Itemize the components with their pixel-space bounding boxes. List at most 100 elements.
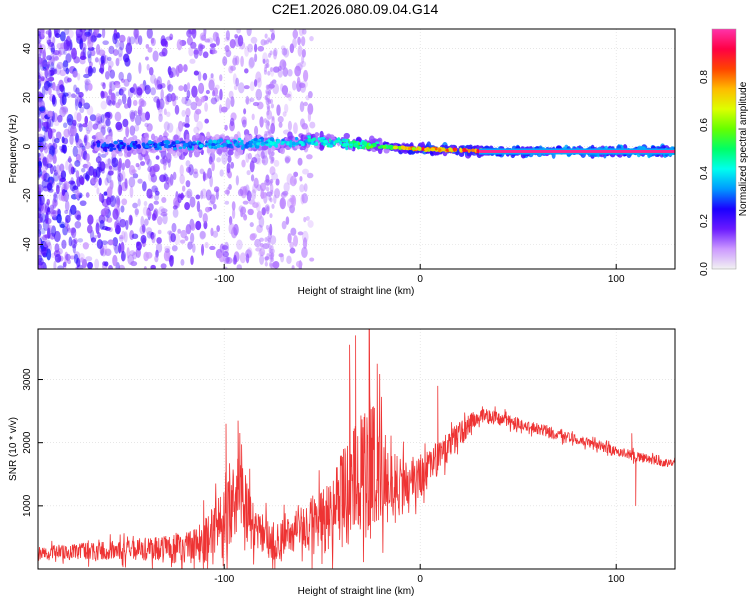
spectrogram-noise-cell xyxy=(257,45,265,52)
spectrogram-ridge-cell xyxy=(307,138,312,143)
spectrogram-noise-cell xyxy=(70,204,77,215)
spectrogram-noise-cell xyxy=(108,88,113,96)
spectrogram-noise-cell xyxy=(112,48,119,56)
spectrogram-noise-cell xyxy=(163,121,170,131)
spectrogram-ridge-cell xyxy=(208,142,211,147)
spectrogram-noise-cell xyxy=(56,83,61,96)
spectrogram-noise-cell xyxy=(105,118,111,127)
spectrogram-ridge-cell xyxy=(116,144,120,149)
snr-x-tick-label: 100 xyxy=(608,574,625,585)
spectrogram-ridge-cell xyxy=(319,139,324,143)
spectrogram-noise-cell xyxy=(118,236,124,242)
spectrogram-noise-cell xyxy=(170,92,176,102)
spectrogram-noise-cell xyxy=(61,94,67,106)
spectrogram-ridge-cell xyxy=(328,144,334,148)
spectrogram-noise-cell xyxy=(265,58,270,64)
spectrogram-noise-cell xyxy=(129,186,134,199)
spectrogram-noise-cell xyxy=(271,203,275,209)
spectrogram-noise-cell xyxy=(207,167,213,180)
spectrogram-noise-cell xyxy=(118,71,124,81)
spectrogram-noise-cell xyxy=(38,185,43,192)
spectrogram-noise-cell xyxy=(123,78,130,87)
spectrogram-noise-cell xyxy=(72,185,79,191)
spectrogram-noise-cell xyxy=(79,58,86,65)
spectrogram-noise-cell xyxy=(301,29,307,35)
spectrogram-noise-cell xyxy=(80,42,87,51)
spectrogram-noise-cell xyxy=(131,233,139,240)
spectrogram-noise-cell xyxy=(140,112,147,123)
spectrogram-noise-cell xyxy=(160,208,168,213)
spectrogram-noise-cell xyxy=(263,66,268,72)
spectrogram-noise-cell xyxy=(255,157,262,165)
spectrogram-noise-cell xyxy=(121,162,126,171)
spectrogram-noise-cell xyxy=(111,100,116,106)
spectrogram-noise-cell xyxy=(87,214,94,225)
spectrogram-noise-cell xyxy=(271,172,278,181)
spectrogram-noise-cell xyxy=(275,178,280,186)
spectrogram-noise-cell xyxy=(109,179,114,190)
spectrogram-noise-cell xyxy=(150,37,156,47)
spectrogram-noise-cell xyxy=(270,122,276,135)
spectrogram-noise-cell xyxy=(38,166,42,174)
spectrogram-noise-cell xyxy=(67,29,74,39)
spectrogram-noise-cell xyxy=(178,85,184,92)
spectrogram-noise-cell xyxy=(83,135,88,141)
spectrogram-noise-cell xyxy=(46,153,53,163)
spectrogram-noise-cell xyxy=(121,230,126,240)
spectrogram-noise-cell xyxy=(59,163,65,173)
spectrogram-noise-cell xyxy=(92,123,99,130)
spectrogram-noise-cell xyxy=(65,214,71,224)
spectrogram-ridge-cell xyxy=(212,139,217,144)
spectrogram-ridge-halo-cell xyxy=(356,137,361,142)
spectrogram-ridge-cell xyxy=(325,142,331,146)
spectrogram-noise-cell xyxy=(215,32,220,39)
spectrogram-noise-cell xyxy=(55,164,61,174)
spectrogram-ridge-halo-cell xyxy=(206,147,211,154)
spectrogram-ridge-cell xyxy=(235,142,239,146)
spectrogram-noise-cell xyxy=(56,61,64,70)
spectrogram-noise-cell xyxy=(87,120,93,132)
spectrogram-noise-cell xyxy=(303,183,308,192)
spectrogram-ridge-cell xyxy=(295,142,299,146)
spectrogram-noise-cell xyxy=(53,260,57,269)
spectrogram-noise-cell xyxy=(200,190,204,200)
spectrogram-noise-cell xyxy=(254,53,258,63)
spectrogram-noise-cell xyxy=(107,170,114,176)
spectrogram-noise-cell xyxy=(306,172,314,179)
spectrogram-ridge-cell xyxy=(110,143,114,148)
spectrogram-noise-cell xyxy=(38,101,43,106)
spectrogram-noise-cell xyxy=(285,216,290,225)
spectrogram-noise-cell xyxy=(47,110,54,118)
spectrogram-noise-cell xyxy=(63,122,68,129)
spectrogram-noise-cell xyxy=(54,33,61,39)
chart-title: C2E1.2026.080.09.04.G14 xyxy=(272,1,439,17)
spectrogram-noise-cell xyxy=(157,215,163,226)
spectrogram-noise-cell xyxy=(256,210,263,220)
spectrogram-noise-cell xyxy=(299,175,303,182)
spectrogram-noise-cell xyxy=(52,142,58,150)
spectrogram-noise-cell xyxy=(268,195,272,201)
spectrogram-ridge-cell xyxy=(329,141,334,145)
spectrogram-noise-cell xyxy=(252,183,257,194)
spectrogram-noise-cell xyxy=(187,241,194,250)
spectrogram-noise-cell xyxy=(44,217,52,225)
spectrogram-noise-cell xyxy=(72,70,78,78)
spectrogram-noise-cell xyxy=(167,230,173,235)
spectrogram-noise-cell xyxy=(198,82,205,95)
spectrogram-noise-cell xyxy=(199,230,206,240)
spectrogram-x-tick-label: 0 xyxy=(417,274,423,285)
spectrogram-noise-cell xyxy=(96,115,103,124)
spectrogram-ridge-cell xyxy=(445,148,450,152)
spectrogram-noise-cell xyxy=(59,84,65,92)
spectrogram-noise-cell xyxy=(178,120,184,132)
spectrogram-ridge-halo-cell xyxy=(126,151,132,157)
spectrogram-ridge-cell xyxy=(368,143,371,147)
spectrogram-noise-cell xyxy=(46,64,50,71)
spectrogram-noise-cell xyxy=(202,72,208,81)
spectrogram-noise-cell xyxy=(252,101,260,107)
spectrogram-noise-cell xyxy=(95,222,100,235)
spectrogram-noise-cell xyxy=(53,230,61,243)
spectrogram-noise-cell xyxy=(179,174,185,185)
spectrogram-ridge-cell xyxy=(411,147,416,151)
spectrogram-ridge-cell xyxy=(295,136,299,141)
